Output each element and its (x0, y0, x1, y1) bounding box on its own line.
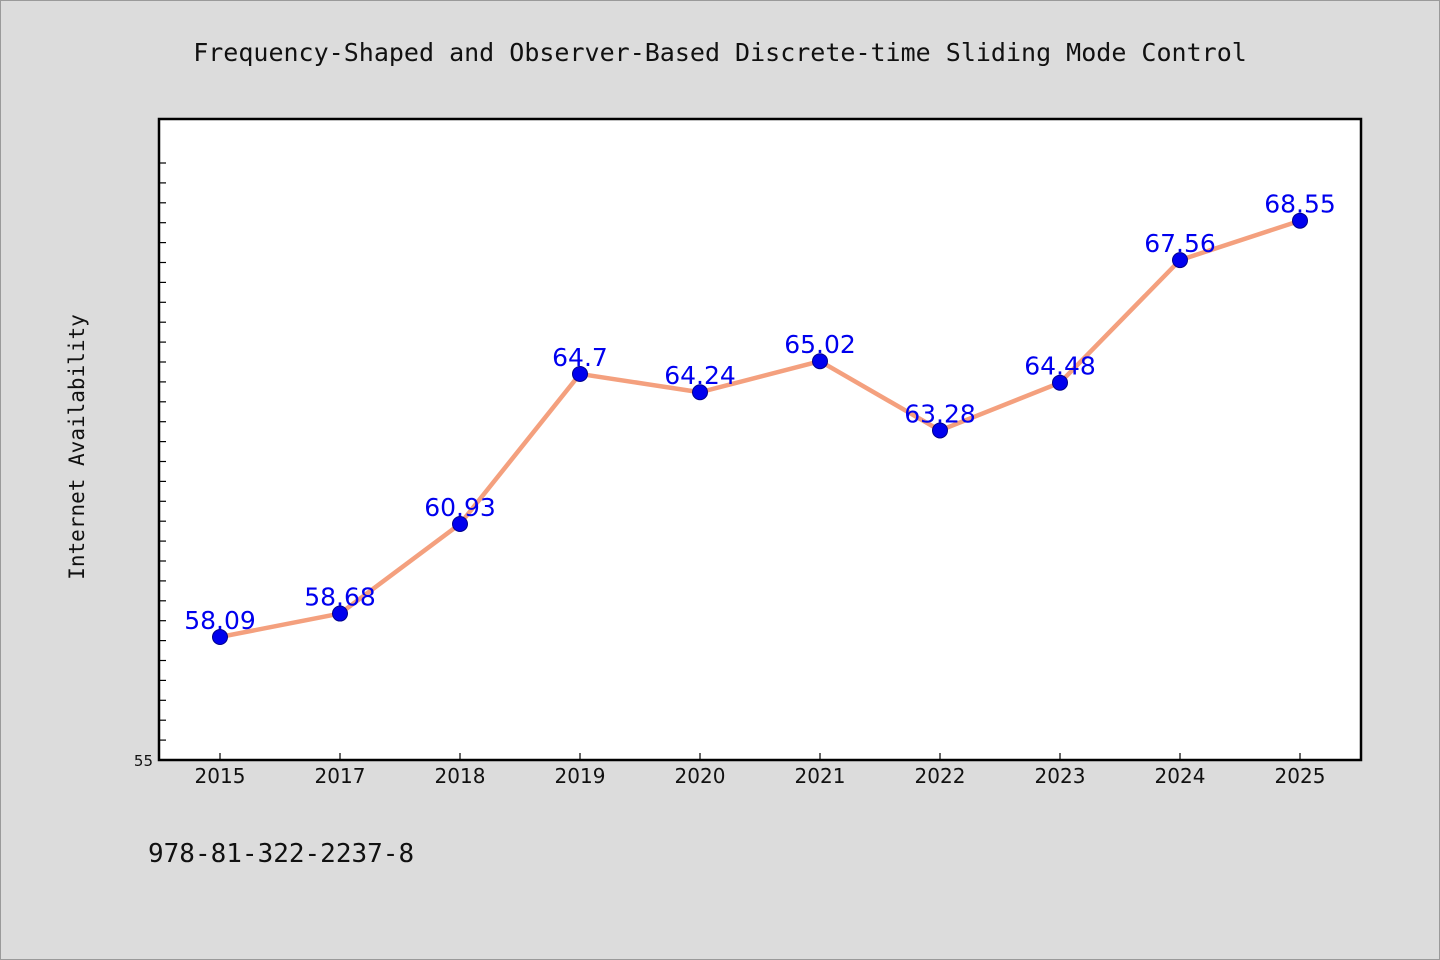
x-tick-label: 2019 (555, 764, 606, 788)
x-tick-label: 2017 (315, 764, 366, 788)
data-label: 65.02 (784, 330, 856, 359)
series-line (217, 218, 1303, 640)
y-axis-label: Internet Availability (65, 314, 89, 580)
data-point (572, 365, 588, 382)
data-point (1052, 374, 1068, 391)
x-axis-tick-labels: 2015 2017 2018 2019 2020 2021 2022 2023 2024 2025 (195, 764, 1326, 788)
x-tick-label: 2025 (1275, 764, 1326, 788)
y-tick-label: 55 (134, 752, 153, 770)
data-label: 58.09 (184, 606, 256, 635)
x-tick-label: 2018 (435, 764, 486, 788)
data-point (332, 605, 348, 622)
plot-area (157, 117, 1363, 762)
series-markers (212, 212, 1308, 646)
data-label: 64.48 (1024, 352, 1096, 381)
data-point (932, 422, 948, 439)
data-labels: 58.09 58.68 60.93 64.7 64.24 65.02 63.28 64.48 6… (184, 190, 1336, 635)
x-tick-label: 2023 (1035, 764, 1086, 788)
data-label: 67.56 (1144, 229, 1216, 258)
data-label: 64.7 (552, 343, 608, 372)
x-tick-label: 2024 (1155, 764, 1206, 788)
data-point (212, 629, 228, 646)
data-label: 68.55 (1264, 190, 1336, 219)
chart-title: Frequency-Shaped and Observer-Based Disc… (193, 38, 1247, 67)
data-point (812, 353, 828, 370)
x-tick-label: 2021 (795, 764, 846, 788)
data-label: 64.24 (664, 361, 736, 390)
data-point (452, 515, 468, 532)
x-tick-label: 2020 (675, 764, 726, 788)
x-tick-label: 2022 (915, 764, 966, 788)
data-label: 63.28 (904, 399, 976, 428)
data-point (1292, 212, 1308, 229)
x-tick-label: 2015 (195, 764, 246, 788)
data-label: 58.68 (304, 583, 376, 612)
data-label: 60.93 (424, 493, 496, 522)
data-point (1172, 252, 1188, 269)
x-axis-ticks (219, 753, 1301, 760)
footer-isbn: 978-81-322-2237-8 (148, 839, 414, 869)
y-axis-ticks (159, 162, 166, 741)
data-point (692, 384, 708, 401)
